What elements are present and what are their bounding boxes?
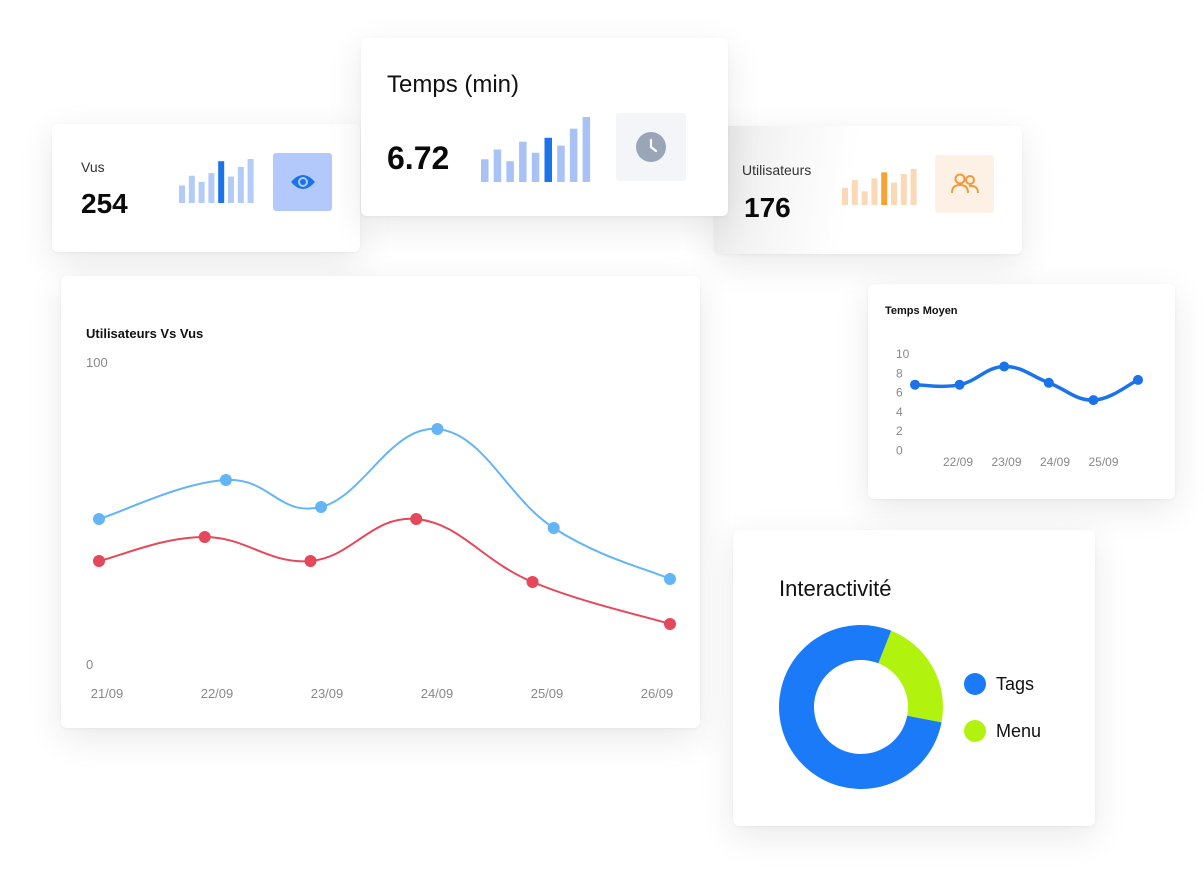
line-chart-utilisateurs-vs-vus: Utilisateurs Vs Vus 100 0 21/09 22/09 23/0…: [86, 326, 676, 701]
data-point[interactable]: [999, 361, 1010, 372]
mini-bar: [900, 174, 907, 205]
users-icon[interactable]: [935, 155, 994, 213]
data-point[interactable]: [1043, 377, 1054, 388]
donut-slice-menu[interactable]: [878, 630, 943, 723]
mini-bar: [582, 117, 591, 182]
mini-bar-chart: [842, 168, 917, 205]
x-tick-label: 24/09: [421, 686, 454, 701]
data-point[interactable]: [910, 379, 920, 390]
data-point[interactable]: [410, 513, 423, 525]
data-point[interactable]: [664, 573, 676, 585]
x-tick-label: 26/09: [641, 686, 674, 701]
y-tick-label: 6: [896, 386, 903, 400]
data-point[interactable]: [954, 379, 965, 390]
chart-card-interactivite: Interactivité Tags Menu: [733, 530, 1095, 826]
mini-bar: [228, 176, 234, 203]
data-point[interactable]: [198, 531, 211, 543]
stat-card-utilisateurs: Utilisateurs 176: [714, 126, 1022, 254]
data-point[interactable]: [304, 555, 317, 567]
mini-bar-chart: [481, 117, 591, 182]
clock-icon[interactable]: [616, 113, 686, 181]
legend-marker-menu: [964, 720, 986, 742]
stat-value: 6.72: [387, 140, 450, 176]
mini-bar: [218, 161, 225, 203]
mini-bar: [881, 172, 888, 205]
mini-bar: [871, 178, 878, 205]
x-tick-label: 24/09: [1040, 455, 1070, 469]
y-tick-label: 100: [86, 355, 108, 370]
legend: Tags Menu: [964, 673, 1041, 742]
chart-card-utilisateurs-vs-vus: Utilisateurs Vs Vus 100 0 21/09 22/09 23/0…: [61, 276, 700, 728]
mini-bar: [842, 187, 848, 205]
mini-bar: [208, 173, 215, 203]
x-tick-label: 22/09: [201, 686, 234, 701]
y-tick-label: 4: [896, 405, 903, 419]
legend-label-tags: Tags: [996, 674, 1034, 694]
data-point[interactable]: [547, 522, 560, 534]
legend-label-menu: Menu: [996, 721, 1041, 741]
mini-bar-chart: [179, 159, 254, 203]
data-point[interactable]: [526, 576, 539, 588]
stat-card-vus: Vus 254: [52, 124, 360, 252]
donut-slice-tags[interactable]: [779, 625, 942, 789]
x-tick-label: 21/09: [91, 686, 124, 701]
mini-bar: [531, 152, 540, 182]
mini-bar: [861, 191, 868, 205]
stat-label: Utilisateurs: [742, 162, 812, 178]
stat-value: 176: [744, 192, 791, 223]
x-tick-label: 22/09: [943, 455, 973, 469]
mini-bar: [569, 128, 578, 182]
chart-card-temps-moyen: Temps Moyen 10 8 6 4 2 0 22/09 23/09 24/09 25/09: [868, 284, 1175, 499]
mini-bar: [519, 141, 527, 182]
mini-bar: [910, 168, 917, 205]
data-point[interactable]: [664, 618, 676, 630]
mini-bar: [557, 145, 565, 182]
mini-bar: [851, 180, 858, 205]
data-point[interactable]: [431, 423, 444, 435]
mini-bar: [544, 137, 552, 182]
mini-bar: [891, 182, 897, 205]
x-tick-label: 23/09: [311, 686, 344, 701]
line-chart-temps-moyen: Temps Moyen 10 8 6 4 2 0 22/09 23/09 24/09 25/09: [885, 305, 1143, 469]
mini-bar: [493, 149, 502, 182]
x-tick-label: 23/09: [991, 455, 1021, 469]
y-tick-label: 10: [896, 347, 910, 361]
data-point[interactable]: [315, 501, 328, 513]
x-tick-label: 25/09: [531, 686, 564, 701]
mini-bar: [237, 166, 244, 203]
series-line: [98, 427, 671, 580]
mini-bar: [506, 161, 514, 182]
mini-bar: [247, 159, 254, 203]
chart-title: Interactivité: [779, 576, 892, 601]
y-tick-label: 0: [86, 657, 93, 672]
chart-title: Temps Moyen: [885, 305, 958, 317]
stat-value: 254: [81, 188, 128, 219]
series-line: [914, 364, 1139, 402]
data-point[interactable]: [93, 555, 105, 567]
card-title: Temps (min): [387, 71, 520, 98]
mini-bar: [198, 181, 205, 203]
y-tick-label: 0: [896, 444, 903, 458]
y-tick-label: 8: [896, 366, 903, 380]
eye-icon[interactable]: [273, 153, 332, 211]
data-point[interactable]: [219, 474, 232, 486]
stat-card-temps: Temps (min) 6.72: [361, 38, 728, 216]
y-tick-label: 2: [896, 424, 903, 438]
data-point[interactable]: [1088, 395, 1099, 406]
series-line: [98, 517, 671, 625]
stat-label: Vus: [81, 159, 105, 175]
donut-chart-interactivite: Interactivité Tags Menu: [779, 576, 1041, 789]
legend-marker-tags: [964, 673, 986, 695]
chart-title: Utilisateurs Vs Vus: [86, 326, 203, 341]
data-point[interactable]: [93, 513, 105, 525]
mini-bar: [179, 185, 185, 203]
data-point[interactable]: [1133, 374, 1143, 385]
mini-bar: [188, 175, 195, 203]
x-tick-label: 25/09: [1088, 455, 1118, 469]
mini-bar: [481, 159, 489, 182]
